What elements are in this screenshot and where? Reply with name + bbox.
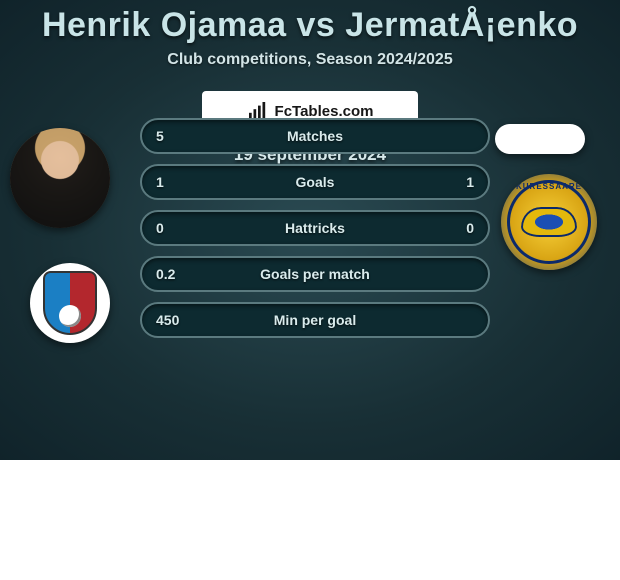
shield-icon — [43, 271, 97, 335]
player-right-avatar — [495, 124, 585, 154]
stat-left-value: 450 — [156, 304, 179, 336]
stat-row: 450 Min per goal — [140, 302, 490, 338]
stat-label: Min per goal — [274, 312, 356, 328]
stat-label: Hattricks — [285, 220, 345, 236]
stat-label: Goals per match — [260, 266, 370, 282]
watermark-text: FcTables.com — [275, 103, 374, 120]
stat-left-value: 0 — [156, 212, 164, 244]
club-right-crest: KURESSAARE — [501, 174, 597, 270]
stat-left-value: 5 — [156, 120, 164, 152]
club-left-crest — [30, 263, 110, 343]
stat-row: 1 Goals 1 — [140, 164, 490, 200]
comparison-card: Henrik Ojamaa vs JermatÅ¡enko Club compe… — [0, 0, 620, 460]
ball-icon — [59, 305, 81, 327]
wings-icon — [521, 207, 577, 237]
stat-row: 0 Hattricks 0 — [140, 210, 490, 246]
stat-left-value: 1 — [156, 166, 164, 198]
stat-label: Matches — [287, 128, 343, 144]
crest-ring-text: KURESSAARE — [516, 182, 582, 191]
stat-right-value: 0 — [466, 212, 474, 244]
stat-row: 5 Matches — [140, 118, 490, 154]
club-left-crest-art — [30, 263, 110, 343]
stat-left-value: 0.2 — [156, 258, 175, 290]
club-right-crest-art: KURESSAARE — [501, 174, 597, 270]
subtitle: Club competitions, Season 2024/2025 — [0, 51, 620, 69]
stat-label: Goals — [296, 174, 335, 190]
stat-row: 0.2 Goals per match — [140, 256, 490, 292]
page-title: Henrik Ojamaa vs JermatÅ¡enko — [0, 6, 620, 45]
player-left-avatar — [10, 128, 110, 228]
stats-list: 5 Matches 1 Goals 1 0 Hattricks 0 0.2 Goals per m… — [140, 118, 490, 348]
stat-right-value: 1 — [466, 166, 474, 198]
